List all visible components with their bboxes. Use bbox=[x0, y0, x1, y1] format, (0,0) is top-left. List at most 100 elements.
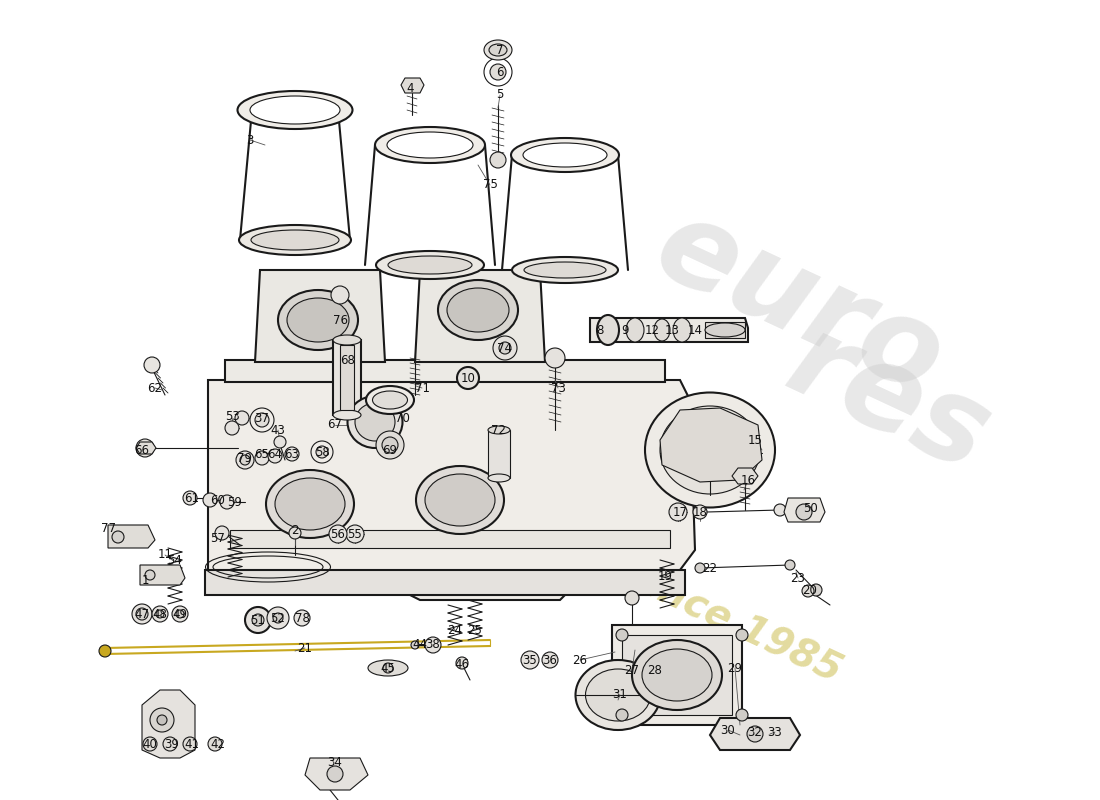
Text: 24: 24 bbox=[448, 623, 462, 637]
Text: 7: 7 bbox=[496, 43, 504, 57]
Circle shape bbox=[425, 637, 441, 653]
Polygon shape bbox=[710, 718, 800, 750]
Text: 55: 55 bbox=[348, 527, 362, 541]
Ellipse shape bbox=[275, 478, 345, 530]
Ellipse shape bbox=[425, 474, 495, 526]
Circle shape bbox=[327, 766, 343, 782]
Circle shape bbox=[208, 737, 222, 751]
Polygon shape bbox=[108, 525, 155, 548]
Text: 49: 49 bbox=[173, 607, 187, 621]
Circle shape bbox=[132, 604, 152, 624]
Polygon shape bbox=[415, 270, 544, 362]
Ellipse shape bbox=[376, 251, 484, 279]
Circle shape bbox=[810, 584, 822, 596]
Circle shape bbox=[736, 709, 748, 721]
Circle shape bbox=[331, 286, 349, 304]
Polygon shape bbox=[784, 498, 825, 522]
Ellipse shape bbox=[626, 318, 644, 342]
Circle shape bbox=[240, 455, 250, 465]
Circle shape bbox=[163, 737, 177, 751]
Text: 17: 17 bbox=[672, 506, 688, 518]
Circle shape bbox=[329, 525, 346, 543]
Circle shape bbox=[456, 657, 468, 669]
Text: 19: 19 bbox=[658, 570, 672, 582]
Text: 62: 62 bbox=[147, 382, 163, 394]
Ellipse shape bbox=[375, 127, 485, 163]
Text: 48: 48 bbox=[153, 607, 167, 621]
Circle shape bbox=[183, 737, 197, 751]
Circle shape bbox=[214, 526, 229, 540]
Circle shape bbox=[695, 563, 705, 573]
Circle shape bbox=[346, 525, 364, 543]
Text: 47: 47 bbox=[134, 607, 150, 621]
Circle shape bbox=[625, 591, 639, 605]
Circle shape bbox=[273, 613, 283, 623]
Text: 60: 60 bbox=[210, 494, 225, 506]
Circle shape bbox=[616, 629, 628, 641]
Text: 12: 12 bbox=[645, 323, 660, 337]
Ellipse shape bbox=[239, 225, 351, 255]
Text: 42: 42 bbox=[210, 738, 225, 750]
Polygon shape bbox=[660, 408, 762, 482]
Circle shape bbox=[542, 652, 558, 668]
Circle shape bbox=[521, 651, 539, 669]
Circle shape bbox=[544, 348, 565, 368]
Ellipse shape bbox=[673, 318, 691, 342]
Bar bbox=[488, 430, 510, 478]
Circle shape bbox=[144, 357, 159, 373]
Text: 5: 5 bbox=[496, 89, 504, 102]
Text: 35: 35 bbox=[522, 654, 538, 666]
Text: 76: 76 bbox=[332, 314, 348, 326]
Ellipse shape bbox=[490, 44, 507, 56]
Text: 73: 73 bbox=[551, 382, 565, 394]
Circle shape bbox=[376, 431, 404, 459]
Text: 69: 69 bbox=[383, 443, 397, 457]
Bar bbox=[333, 340, 361, 415]
Text: a passion since 1985: a passion since 1985 bbox=[418, 462, 848, 690]
Circle shape bbox=[255, 413, 270, 427]
Bar bbox=[705, 322, 745, 338]
Text: 79: 79 bbox=[238, 451, 253, 465]
Circle shape bbox=[796, 504, 812, 520]
Text: 28: 28 bbox=[648, 663, 662, 677]
Ellipse shape bbox=[373, 391, 407, 409]
Circle shape bbox=[152, 606, 168, 622]
Text: 54: 54 bbox=[167, 554, 183, 566]
Ellipse shape bbox=[238, 91, 352, 129]
Ellipse shape bbox=[266, 470, 354, 538]
Polygon shape bbox=[140, 565, 185, 585]
Ellipse shape bbox=[705, 323, 745, 337]
Ellipse shape bbox=[512, 257, 618, 283]
Circle shape bbox=[226, 421, 239, 435]
Ellipse shape bbox=[488, 474, 510, 482]
Text: 13: 13 bbox=[664, 323, 680, 337]
Text: 14: 14 bbox=[688, 323, 703, 337]
Ellipse shape bbox=[348, 396, 403, 448]
Text: 77: 77 bbox=[100, 522, 116, 534]
Text: 4: 4 bbox=[406, 82, 414, 94]
Circle shape bbox=[157, 715, 167, 725]
Text: 6: 6 bbox=[496, 66, 504, 78]
Text: 50: 50 bbox=[803, 502, 817, 514]
Circle shape bbox=[136, 608, 149, 620]
Circle shape bbox=[252, 614, 264, 626]
Text: 78: 78 bbox=[295, 611, 309, 625]
Ellipse shape bbox=[575, 660, 660, 730]
Circle shape bbox=[235, 411, 249, 425]
Text: 74: 74 bbox=[497, 342, 513, 354]
Circle shape bbox=[493, 336, 517, 360]
Circle shape bbox=[172, 606, 188, 622]
Text: 75: 75 bbox=[483, 178, 497, 191]
Circle shape bbox=[289, 527, 301, 539]
Polygon shape bbox=[305, 758, 369, 790]
Ellipse shape bbox=[597, 315, 619, 345]
Polygon shape bbox=[230, 530, 670, 548]
Circle shape bbox=[236, 451, 254, 469]
Ellipse shape bbox=[278, 290, 358, 350]
Ellipse shape bbox=[654, 319, 670, 341]
Text: 66: 66 bbox=[134, 443, 150, 457]
Ellipse shape bbox=[642, 649, 712, 701]
Text: 41: 41 bbox=[185, 738, 199, 750]
Circle shape bbox=[150, 708, 174, 732]
Text: 56: 56 bbox=[331, 527, 345, 541]
